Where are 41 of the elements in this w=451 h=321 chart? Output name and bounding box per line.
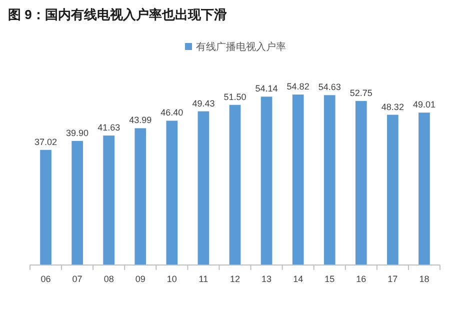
x-tick-label: 07 bbox=[72, 274, 82, 284]
x-tick-label: 10 bbox=[166, 274, 177, 284]
data-label: 49.43 bbox=[192, 98, 215, 108]
x-tick-label: 13 bbox=[262, 274, 272, 284]
data-label: 54.63 bbox=[318, 82, 341, 92]
bar bbox=[355, 100, 367, 265]
bar bbox=[198, 111, 210, 265]
x-tick-label: 14 bbox=[293, 274, 304, 284]
x-tick-label: 15 bbox=[324, 274, 335, 284]
x-tick-label: 06 bbox=[40, 274, 51, 284]
legend-label: 有线广播电视入户率 bbox=[196, 41, 286, 53]
bar bbox=[103, 136, 115, 265]
bar bbox=[134, 128, 146, 265]
data-label: 43.99 bbox=[129, 115, 152, 126]
data-label: 54.82 bbox=[286, 82, 310, 92]
bar bbox=[229, 104, 241, 265]
bar bbox=[72, 140, 83, 265]
bar bbox=[40, 150, 52, 265]
bar bbox=[260, 96, 272, 265]
bar bbox=[292, 94, 304, 265]
data-label: 54.14 bbox=[255, 84, 278, 94]
data-label: 37.02 bbox=[34, 136, 58, 147]
data-label: 46.40 bbox=[160, 108, 184, 118]
x-tick-label: 11 bbox=[198, 274, 208, 284]
data-label: 52.75 bbox=[350, 88, 372, 98]
bar bbox=[418, 112, 430, 265]
x-tick-label: 08 bbox=[104, 274, 114, 284]
x-tick-label: 17 bbox=[388, 274, 398, 284]
data-label: 51.50 bbox=[224, 92, 246, 102]
bar bbox=[166, 120, 178, 265]
chart-title: 图 9：国内有线电视入户率也出现下滑 bbox=[8, 7, 227, 22]
data-label: 49.01 bbox=[412, 100, 436, 110]
bar bbox=[324, 95, 336, 265]
data-label: 39.90 bbox=[66, 128, 89, 138]
x-tick-label: 09 bbox=[135, 274, 146, 284]
x-tick-label: 12 bbox=[230, 274, 240, 284]
bar bbox=[387, 114, 398, 265]
data-label: 41.63 bbox=[98, 122, 120, 133]
x-tick-label: 16 bbox=[356, 274, 366, 284]
x-tick-label: 18 bbox=[419, 274, 430, 284]
data-label: 48.32 bbox=[381, 102, 404, 112]
